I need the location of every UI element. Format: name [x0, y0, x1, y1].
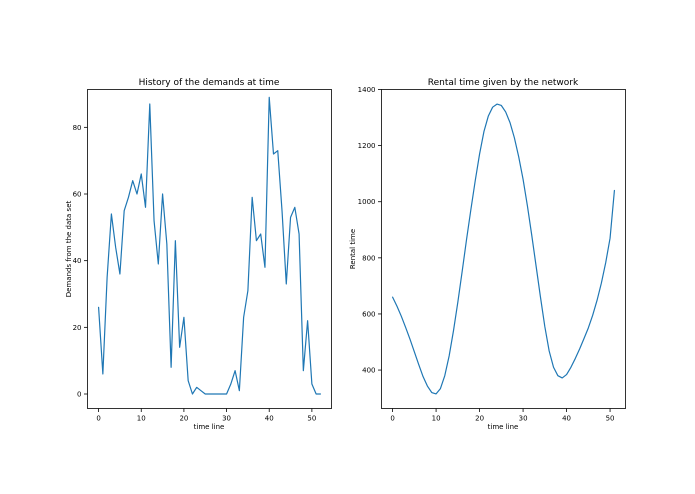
y-tick-label: 800: [362, 254, 375, 262]
x-tick-label: 10: [137, 415, 146, 423]
x-tick-label: 0: [390, 415, 394, 423]
y-tick-label: 600: [362, 310, 375, 318]
y-tick-label: 20: [73, 324, 82, 332]
x-axis-label: time line: [194, 423, 225, 431]
x-tick-label: 50: [606, 415, 615, 423]
x-tick-label: 40: [265, 415, 274, 423]
tick-group: 0 10 20 30 40 50 400 600 800 1000 1200 1400: [358, 86, 615, 423]
y-tick-label: 1000: [358, 198, 376, 206]
y-tick-label: 0: [77, 391, 81, 399]
x-tick-label: 40: [562, 415, 571, 423]
series-line: [97, 96, 322, 395]
y-tick-label: 400: [362, 367, 375, 375]
x-tick-label: 20: [475, 415, 484, 423]
y-axis-label: Rental time: [349, 229, 357, 269]
chart-title: History of the demands at time: [139, 78, 280, 88]
demand-history-chart: History of the demands at time 0 10 20 30 40…: [65, 78, 332, 431]
series-line: [391, 103, 616, 395]
x-tick-label: 30: [519, 415, 528, 423]
x-tick-label: 50: [307, 415, 316, 423]
rental-time-chart: Rental time given by the network 0 10 20 30…: [349, 78, 626, 431]
y-axis-label: Demands from the data set: [65, 201, 73, 298]
tick-group: 0 10 20 30 40 50 0 20 40 60 80: [73, 124, 317, 423]
y-tick-label: 80: [73, 124, 82, 132]
y-tick-label: 40: [73, 257, 82, 265]
y-tick-label: 1400: [358, 86, 376, 94]
y-tick-label: 60: [73, 191, 82, 199]
chart-title: Rental time given by the network: [428, 78, 579, 88]
x-tick-label: 0: [96, 415, 100, 423]
x-tick-label: 30: [222, 415, 231, 423]
plot-frame: [87, 89, 332, 409]
x-axis-label: time line: [488, 423, 519, 431]
plot-frame: [381, 89, 626, 409]
y-tick-label: 1200: [358, 142, 376, 150]
x-tick-label: 20: [179, 415, 188, 423]
x-tick-label: 10: [432, 415, 441, 423]
